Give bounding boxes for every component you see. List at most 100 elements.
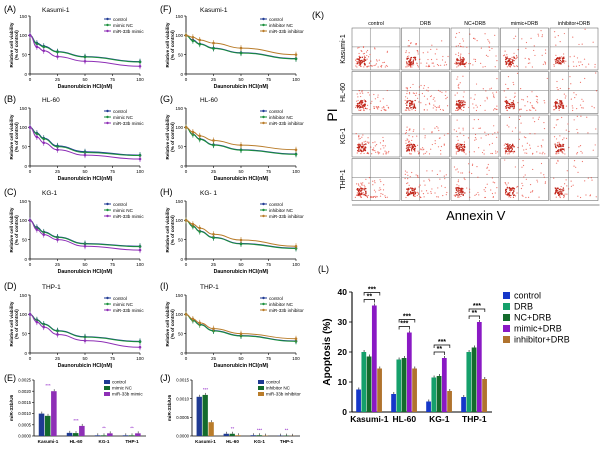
flow-dot xyxy=(406,147,407,148)
flow-dot xyxy=(462,172,463,173)
data-point-b xyxy=(42,142,45,145)
flow-dot xyxy=(405,100,406,101)
flow-dot xyxy=(585,66,586,67)
flow-dot xyxy=(361,102,362,103)
flow-dot xyxy=(513,146,514,147)
flow-dot xyxy=(558,108,559,109)
bar-j xyxy=(257,435,262,436)
y-tick-label-b: 150 xyxy=(19,106,27,111)
flow-dot xyxy=(410,187,411,188)
flow-dot xyxy=(480,105,481,106)
data-point-d xyxy=(84,339,87,342)
flow-dot xyxy=(523,99,524,100)
flow-dot xyxy=(365,141,366,142)
flow-dot xyxy=(509,99,510,100)
flow-dot xyxy=(409,130,410,131)
flow-dot xyxy=(505,97,506,98)
flow-dot xyxy=(437,187,438,188)
flow-dot xyxy=(464,147,465,148)
flow-dot xyxy=(560,100,561,101)
flow-dot xyxy=(445,187,446,188)
panel-tag-i: (I) xyxy=(160,281,169,291)
x-tick-label-g: 50 xyxy=(238,169,244,174)
x-tick-label-i: 0 xyxy=(185,356,188,361)
flow-dot xyxy=(414,145,415,146)
flow-dot xyxy=(563,53,564,54)
x-tick-label-c: 75 xyxy=(110,262,116,267)
flow-dot xyxy=(415,107,416,108)
flow-dot xyxy=(411,144,412,145)
flow-dot xyxy=(514,106,515,107)
flow-dot xyxy=(557,87,558,88)
panel-tag-k: (K) xyxy=(312,10,324,20)
flow-dot xyxy=(494,35,495,36)
data-point-b xyxy=(139,158,142,161)
flow-dot xyxy=(562,107,563,108)
flow-dot xyxy=(406,188,407,189)
flow-dot xyxy=(387,52,388,53)
flow-dot xyxy=(410,107,411,108)
flow-dot xyxy=(407,147,408,148)
flow-dot xyxy=(458,181,459,182)
flow-dot xyxy=(436,109,437,110)
flow-dot xyxy=(510,66,511,67)
y-tick-label-e: 0.0025 xyxy=(18,378,31,383)
flow-dot xyxy=(472,165,473,166)
flow-dot xyxy=(487,56,488,57)
legend-label-h: miR-33b inhibitor xyxy=(269,214,304,219)
flow-dot xyxy=(378,153,379,154)
flow-dot xyxy=(509,153,510,154)
flow-dot xyxy=(458,106,459,107)
flow-dot xyxy=(363,66,364,67)
flow-dot xyxy=(363,110,364,111)
flow-dot xyxy=(383,140,384,141)
flow-dot xyxy=(524,136,525,137)
flow-dot xyxy=(417,151,418,152)
bar-e xyxy=(123,435,129,436)
flow-dot xyxy=(522,160,523,161)
flow-dot xyxy=(372,150,373,151)
flow-dot xyxy=(361,192,362,193)
flow-dot xyxy=(556,81,557,82)
flow-dot xyxy=(561,56,562,57)
flow-dot xyxy=(458,143,459,144)
flow-dot xyxy=(405,170,406,171)
legend-label-h: control xyxy=(269,202,283,207)
flow-dot xyxy=(508,126,509,127)
flow-dot xyxy=(469,189,470,190)
flow-dot xyxy=(460,59,461,60)
flow-dot xyxy=(476,83,477,84)
flow-dot xyxy=(360,190,361,191)
flow-dot xyxy=(508,196,509,197)
flow-dot xyxy=(487,184,488,185)
flow-dot xyxy=(512,192,513,193)
flow-dot xyxy=(360,196,361,197)
flow-dot xyxy=(409,150,410,151)
y-tick-label-a: 50 xyxy=(22,52,28,57)
flow-dot xyxy=(409,93,410,94)
flow-dot xyxy=(456,33,457,34)
flow-dot xyxy=(456,58,457,59)
flow-dot xyxy=(519,109,520,110)
legend-label-e: control xyxy=(112,380,126,385)
flow-dot xyxy=(532,66,533,67)
flow-dot xyxy=(478,119,479,120)
flow-dot xyxy=(361,151,362,152)
flow-dot xyxy=(560,105,561,106)
flow-dot xyxy=(509,188,510,189)
x-tick-label-a: 0 xyxy=(29,77,32,82)
data-point-i xyxy=(185,313,188,316)
flow-dot xyxy=(460,105,461,106)
flow-dot xyxy=(555,59,556,60)
legend-swatch-j xyxy=(258,392,264,396)
flow-dot xyxy=(493,182,494,183)
panel-tag-a: (A) xyxy=(4,4,16,14)
flow-dot xyxy=(411,109,412,110)
panel-tag-l: (L) xyxy=(318,264,329,274)
flow-dot xyxy=(485,135,486,136)
x-tick-label-e: HL-60 xyxy=(70,439,83,444)
flow-dot xyxy=(459,43,460,44)
data-point-b xyxy=(29,126,32,129)
flow-dot xyxy=(362,61,363,62)
flow-dot xyxy=(459,196,460,197)
